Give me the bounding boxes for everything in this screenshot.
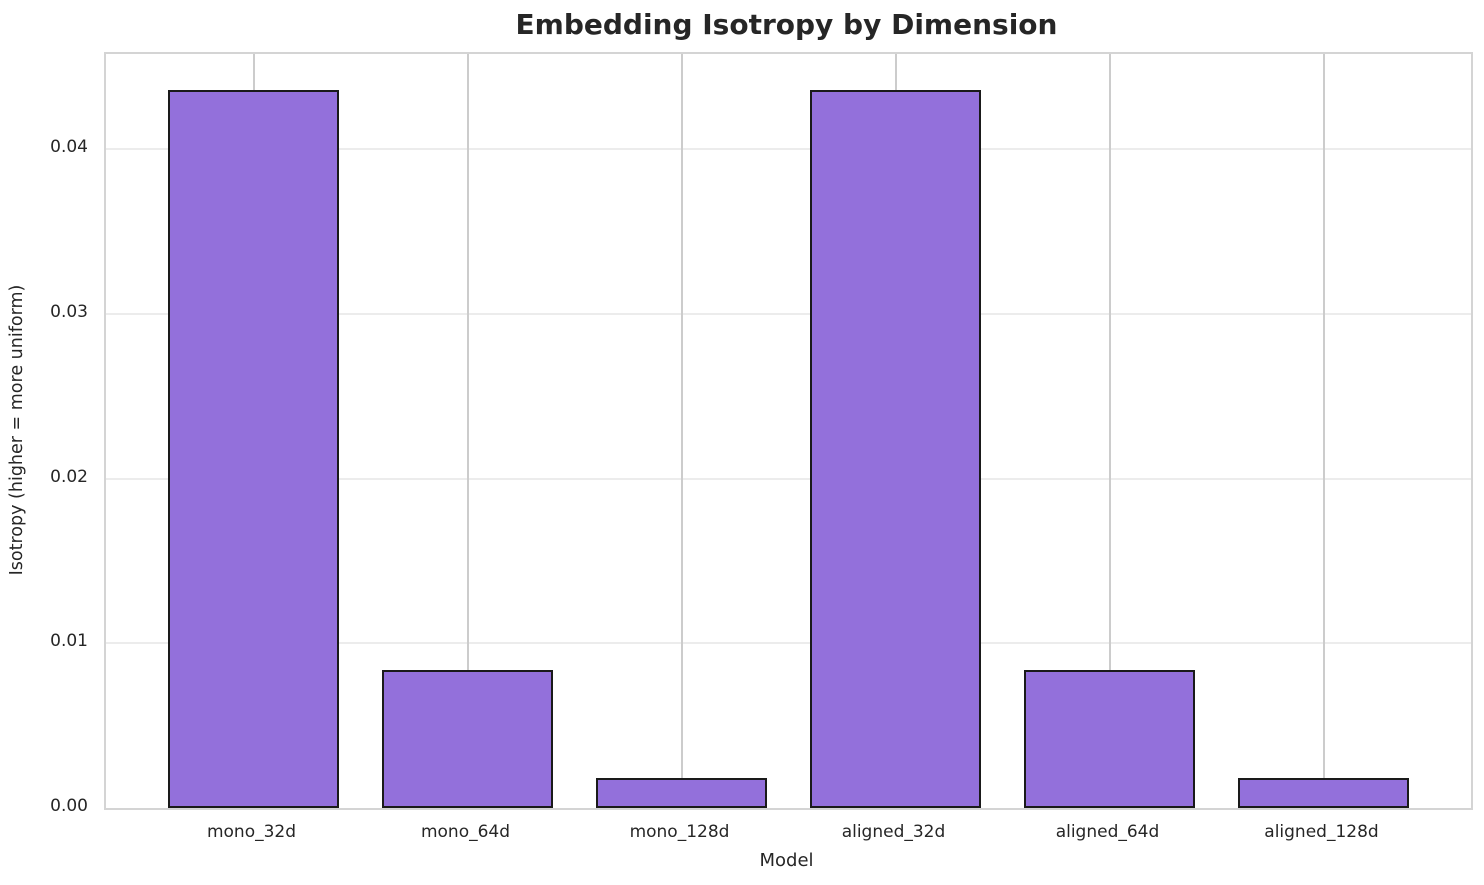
- v-gridline: [1108, 54, 1111, 808]
- v-gridline: [466, 54, 469, 808]
- h-gridline: [106, 313, 1471, 316]
- chart-title: Embedding Isotropy by Dimension: [515, 8, 1058, 41]
- v-gridline: [680, 54, 683, 808]
- x-tick-label-mono_32d: mono_32d: [206, 822, 297, 842]
- bar-aligned_32d: [810, 90, 981, 808]
- bar-mono_128d: [596, 778, 767, 808]
- h-gridline: [106, 148, 1471, 151]
- y-tick-label: 0.01: [50, 631, 88, 652]
- x-axis-label: Model: [759, 850, 814, 871]
- y-tick-label: 0.00: [50, 796, 88, 816]
- h-gridline: [106, 642, 1471, 645]
- y-axis-label: Isotropy (higher = more uniform): [7, 284, 27, 576]
- x-tick-label-aligned_64d: aligned_64d: [1055, 822, 1160, 842]
- bar-mono_32d: [168, 90, 339, 808]
- h-gridline: [106, 477, 1471, 480]
- x-tick-label-mono_128d: mono_128d: [629, 822, 730, 842]
- y-tick-label: 0.02: [50, 466, 88, 487]
- x-tick-label-mono_64d: mono_64d: [420, 822, 511, 842]
- y-tick-label: 0.03: [50, 302, 88, 323]
- x-tick-label-aligned_128d: aligned_128d: [1264, 822, 1379, 842]
- x-tick-label-aligned_32d: aligned_32d: [841, 822, 946, 842]
- y-tick-label: 0.04: [50, 137, 88, 158]
- plot-area: [104, 52, 1473, 810]
- v-gridline: [1322, 54, 1325, 808]
- bar-mono_64d: [382, 669, 553, 808]
- bar-aligned_128d: [1238, 778, 1409, 808]
- bar-aligned_64d: [1024, 669, 1195, 808]
